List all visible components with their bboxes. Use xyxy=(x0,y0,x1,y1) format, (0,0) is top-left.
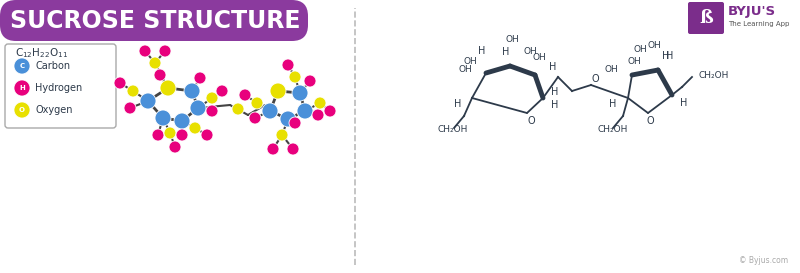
Circle shape xyxy=(304,75,316,87)
Circle shape xyxy=(314,97,326,109)
Circle shape xyxy=(270,83,286,99)
Text: OH: OH xyxy=(458,66,472,75)
Text: OH: OH xyxy=(633,44,647,54)
Circle shape xyxy=(160,80,176,96)
Text: CH₂OH: CH₂OH xyxy=(699,70,729,79)
Text: Carbon: Carbon xyxy=(35,61,70,71)
Text: CH₂OH: CH₂OH xyxy=(597,126,627,135)
Circle shape xyxy=(155,110,171,126)
Circle shape xyxy=(292,85,308,101)
Circle shape xyxy=(282,59,294,71)
Text: O: O xyxy=(591,74,599,84)
Text: H: H xyxy=(502,47,510,57)
Circle shape xyxy=(176,129,188,141)
Text: Oxygen: Oxygen xyxy=(35,105,73,115)
Text: H: H xyxy=(551,100,558,110)
Text: ß: ß xyxy=(699,9,713,27)
Circle shape xyxy=(232,103,244,115)
Text: H: H xyxy=(609,99,616,109)
Circle shape xyxy=(149,57,161,69)
Circle shape xyxy=(267,143,279,155)
FancyBboxPatch shape xyxy=(0,0,308,41)
Circle shape xyxy=(216,85,228,97)
Circle shape xyxy=(287,143,299,155)
Circle shape xyxy=(159,45,171,57)
Text: H: H xyxy=(662,51,670,61)
Circle shape xyxy=(127,85,139,97)
Text: OH: OH xyxy=(505,35,519,44)
Circle shape xyxy=(154,69,166,81)
Circle shape xyxy=(251,97,263,109)
Text: OH: OH xyxy=(627,57,641,66)
Circle shape xyxy=(14,58,30,74)
Text: H: H xyxy=(478,46,486,56)
Circle shape xyxy=(152,129,164,141)
Text: The Learning App: The Learning App xyxy=(728,21,790,27)
Circle shape xyxy=(276,129,288,141)
Text: OH: OH xyxy=(524,48,538,57)
Text: BYJU'S: BYJU'S xyxy=(728,5,776,19)
Text: H: H xyxy=(549,62,556,72)
Text: OH: OH xyxy=(647,41,661,51)
Circle shape xyxy=(206,105,218,117)
Text: H: H xyxy=(19,85,25,91)
Text: H: H xyxy=(680,98,688,108)
FancyBboxPatch shape xyxy=(688,2,724,34)
Text: CH₂OH: CH₂OH xyxy=(438,126,468,135)
Circle shape xyxy=(124,102,136,114)
Circle shape xyxy=(249,112,261,124)
Circle shape xyxy=(280,111,296,127)
Circle shape xyxy=(201,129,213,141)
Text: OH: OH xyxy=(604,66,618,75)
Circle shape xyxy=(114,77,126,89)
Text: O: O xyxy=(527,116,535,126)
Circle shape xyxy=(184,83,200,99)
Text: H: H xyxy=(551,87,558,97)
Circle shape xyxy=(174,113,190,129)
Circle shape xyxy=(289,117,301,129)
Text: Hydrogen: Hydrogen xyxy=(35,83,82,93)
Circle shape xyxy=(164,127,176,139)
Circle shape xyxy=(139,45,151,57)
Text: O: O xyxy=(19,107,25,113)
FancyBboxPatch shape xyxy=(5,44,116,128)
Circle shape xyxy=(239,89,251,101)
Circle shape xyxy=(312,109,324,121)
Circle shape xyxy=(190,100,206,116)
Circle shape xyxy=(262,103,278,119)
Text: OH: OH xyxy=(532,52,546,61)
Circle shape xyxy=(194,72,206,84)
Text: SUCROSE STRUCTURE: SUCROSE STRUCTURE xyxy=(10,9,301,33)
Circle shape xyxy=(14,102,30,118)
Text: OH: OH xyxy=(463,57,477,66)
Text: H: H xyxy=(454,99,462,109)
Circle shape xyxy=(206,92,218,104)
Text: H: H xyxy=(666,51,674,61)
Text: $\mathregular{C_{12}H_{22}O_{11}}$: $\mathregular{C_{12}H_{22}O_{11}}$ xyxy=(15,46,68,60)
Circle shape xyxy=(140,93,156,109)
Circle shape xyxy=(289,71,301,83)
Text: O: O xyxy=(646,116,654,126)
Circle shape xyxy=(324,105,336,117)
Circle shape xyxy=(14,80,30,96)
Circle shape xyxy=(297,103,313,119)
Text: © Byjus.com: © Byjus.com xyxy=(739,256,788,265)
Text: C: C xyxy=(19,63,25,69)
Circle shape xyxy=(169,141,181,153)
Circle shape xyxy=(189,122,201,134)
